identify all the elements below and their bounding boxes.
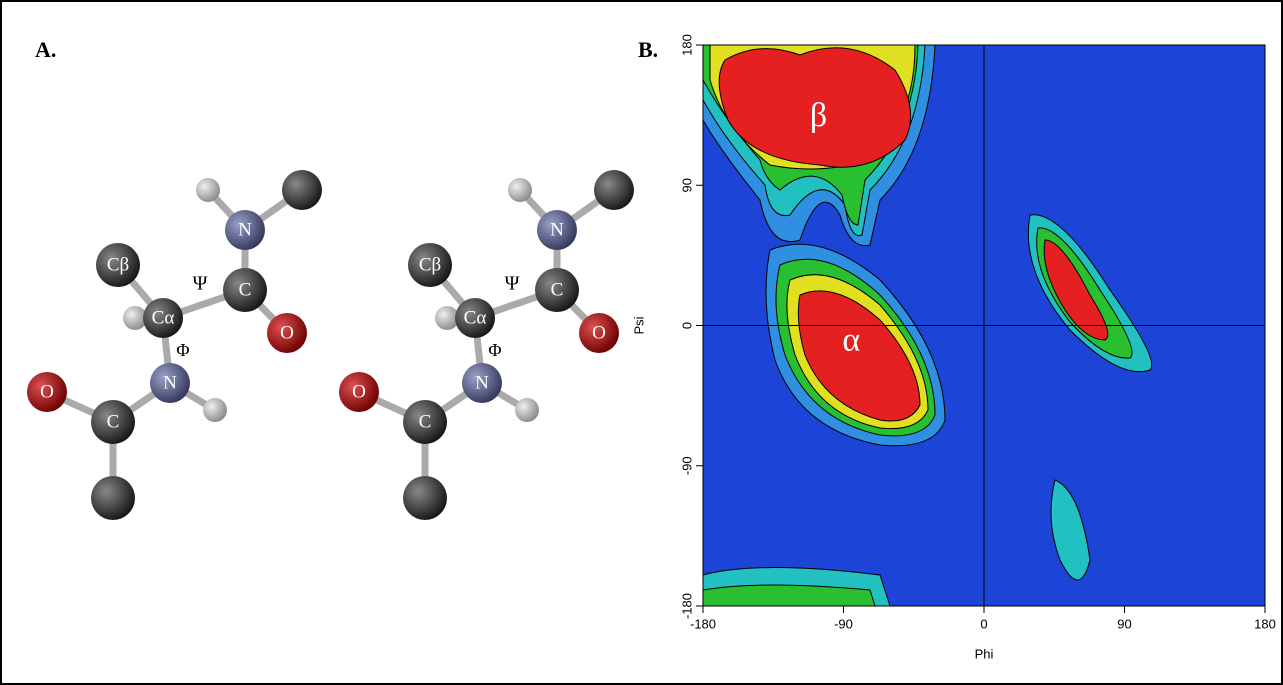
atom-label: O [592, 322, 606, 343]
atom-label: Cβ [107, 254, 129, 275]
atom-label: C [419, 411, 432, 432]
y-tick-label: -180 [679, 593, 694, 619]
atom-label: Cβ [419, 254, 441, 275]
y-tick-label: 90 [679, 178, 694, 192]
atom-label: Cα [152, 307, 175, 328]
y-tick-label: 180 [679, 34, 694, 56]
atom-label: N [475, 372, 489, 393]
x-tick-label: 0 [980, 616, 987, 631]
atom [594, 170, 634, 210]
atom-label: C [551, 279, 564, 300]
atom [403, 476, 447, 520]
atom-label: N [550, 219, 564, 240]
atom-label: C [239, 279, 252, 300]
y-tick-label: 0 [679, 322, 694, 329]
atom-label: O [352, 381, 366, 402]
atom [91, 476, 135, 520]
angle-label: Ψ [505, 273, 520, 295]
panel-label: B. [638, 37, 658, 62]
atom-label: C [107, 411, 120, 432]
atom-label: O [280, 322, 294, 343]
atom [508, 178, 532, 202]
atom [203, 398, 227, 422]
figure-canvas: A. B. Cβ Cα C O N N C O Ψ Φ Cβ Cα C O N N C O Ψ Φ -180 -90 0 9… [0, 0, 1283, 685]
atom [282, 170, 322, 210]
x-tick-label: 180 [1254, 616, 1276, 631]
figure: A. B. Cβ Cα C O N N C O Ψ Φ Cβ Cα C O N N C O Ψ Φ -180 -90 0 9… [0, 0, 1283, 685]
y-axis-label: Psi [631, 316, 646, 334]
x-axis-label: Phi [975, 646, 994, 661]
x-tick-label: 90 [1117, 616, 1131, 631]
annotation: β [810, 97, 827, 134]
molecule: Cβ Cα C O N N C O Ψ Φ Cβ Cα C O N N C O Ψ Φ [27, 170, 634, 520]
y-tick-label: -90 [679, 456, 694, 475]
panel-label: A. [35, 37, 56, 62]
atom-label: O [40, 381, 54, 402]
atom-label: N [238, 219, 252, 240]
annotation: α [842, 321, 860, 358]
angle-label: Ψ [193, 273, 208, 295]
atom-label: Cα [464, 307, 487, 328]
atom-label: N [163, 372, 177, 393]
atom [515, 398, 539, 422]
angle-label: Φ [176, 340, 189, 360]
angle-label: Φ [488, 340, 501, 360]
atom [196, 178, 220, 202]
x-tick-label: -90 [834, 616, 853, 631]
